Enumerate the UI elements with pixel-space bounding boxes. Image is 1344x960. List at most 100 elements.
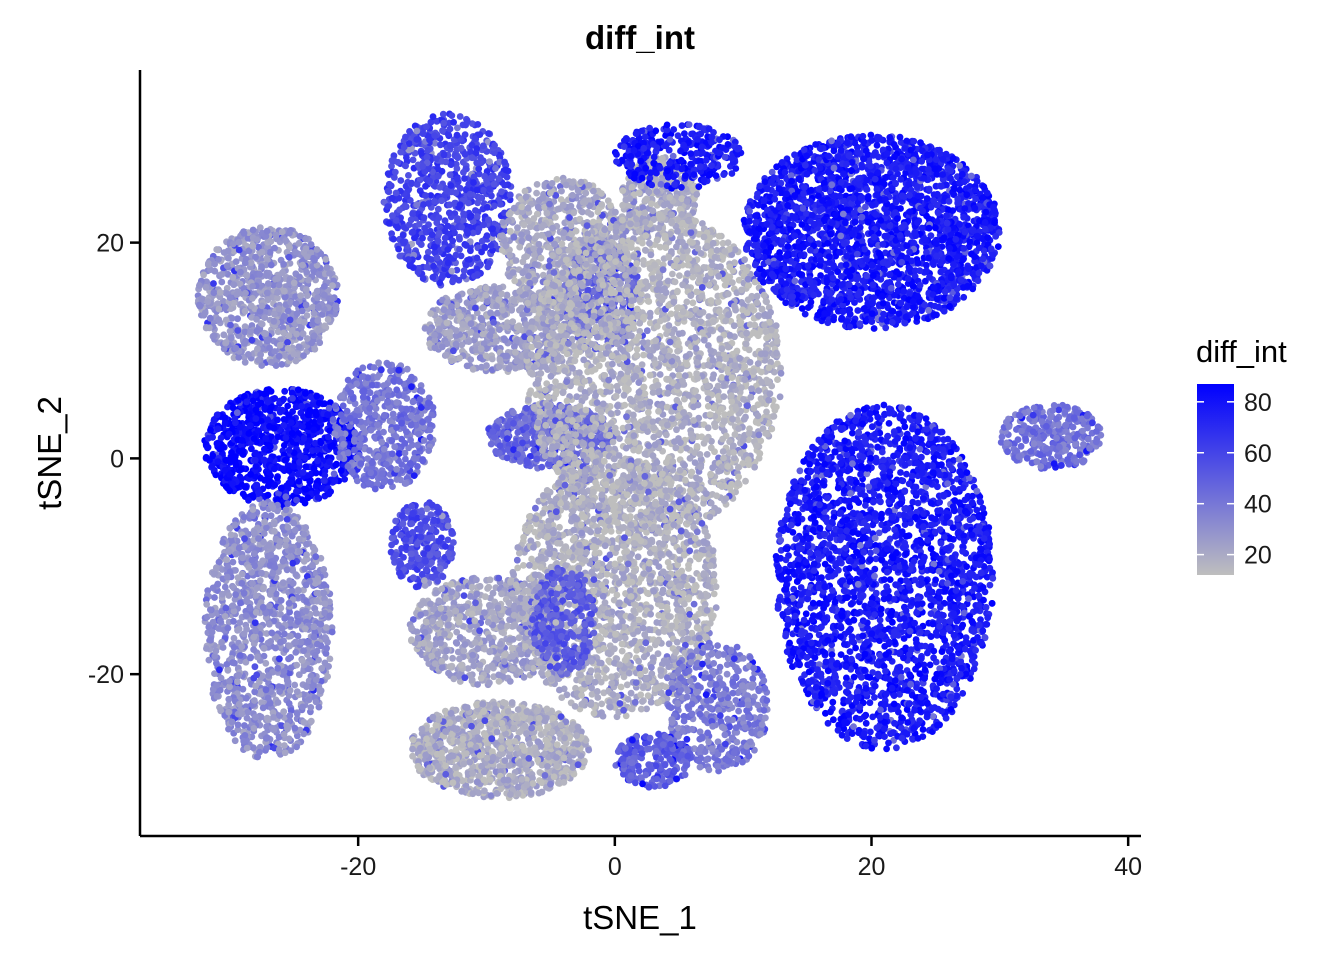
- data-point: [275, 352, 283, 360]
- data-point: [314, 494, 322, 501]
- data-point: [448, 112, 456, 119]
- data-point: [321, 282, 328, 290]
- data-point: [426, 326, 434, 333]
- data-point: [490, 180, 498, 188]
- data-point: [419, 234, 426, 242]
- data-point: [232, 258, 240, 265]
- data-point: [264, 280, 272, 287]
- data-point: [265, 336, 273, 344]
- data-point: [380, 445, 388, 453]
- data-point: [549, 252, 556, 259]
- data-point: [352, 417, 360, 425]
- data-point: [270, 424, 278, 432]
- data-point: [310, 426, 318, 434]
- data-point: [537, 254, 545, 262]
- data-point: [276, 408, 284, 416]
- data-point: [245, 430, 253, 437]
- data-point: [357, 460, 365, 467]
- data-point: [434, 172, 442, 180]
- data-point: [446, 171, 454, 179]
- data-point: [435, 214, 443, 222]
- data-point: [275, 281, 283, 289]
- data-point: [475, 165, 483, 173]
- data-point: [315, 271, 323, 278]
- data-point: [278, 361, 286, 368]
- data-point: [590, 187, 597, 195]
- data-point: [385, 220, 393, 227]
- data-point: [304, 494, 312, 502]
- data-point: [254, 427, 262, 434]
- data-point: [228, 314, 236, 322]
- data-point: [490, 202, 498, 210]
- data-point: [384, 392, 392, 400]
- data-point: [543, 209, 551, 217]
- data-point: [264, 296, 272, 304]
- data-point: [299, 468, 307, 476]
- data-point: [558, 187, 565, 195]
- data-point: [228, 449, 235, 457]
- data-point: [619, 187, 627, 195]
- data-point: [440, 151, 448, 159]
- data-point: [368, 381, 376, 389]
- data-point: [484, 216, 492, 224]
- data-point: [540, 221, 547, 229]
- data-point: [247, 259, 255, 267]
- data-point: [482, 291, 490, 299]
- data-point: [314, 303, 322, 311]
- data-point: [201, 309, 209, 317]
- data-point: [423, 123, 430, 131]
- data-point: [351, 429, 359, 437]
- data-point: [506, 251, 514, 259]
- data-point: [266, 407, 274, 415]
- data-point: [637, 182, 645, 190]
- data-point: [418, 149, 425, 157]
- data-point: [282, 434, 290, 442]
- data-point: [208, 462, 216, 470]
- data-point: [210, 417, 218, 425]
- data-point: [249, 242, 257, 250]
- data-point: [337, 467, 345, 474]
- data-point: [466, 190, 474, 198]
- data-point: [196, 282, 203, 289]
- data-point: [507, 227, 514, 235]
- data-point: [241, 358, 249, 366]
- data-point: [479, 142, 487, 150]
- data-point: [285, 253, 293, 261]
- data-point: [440, 306, 448, 314]
- data-point: [560, 229, 568, 237]
- data-point: [449, 278, 456, 286]
- data-point: [304, 442, 312, 449]
- data-point: [315, 399, 323, 407]
- data-point: [503, 352, 511, 360]
- data-point: [216, 288, 224, 296]
- data-point: [317, 439, 325, 447]
- data-point: [331, 402, 339, 410]
- data-point: [436, 183, 444, 191]
- data-point: [225, 254, 232, 262]
- data-point: [300, 434, 308, 442]
- data-point: [452, 189, 460, 197]
- data-point: [466, 256, 473, 263]
- data-point: [303, 253, 311, 261]
- data-point: [461, 175, 468, 182]
- data-point: [292, 357, 300, 365]
- data-point: [431, 331, 438, 339]
- data-point: [520, 221, 528, 229]
- data-point: [487, 440, 495, 448]
- data-point: [320, 477, 328, 484]
- data-point: [239, 447, 247, 454]
- cluster-top-left-purple: [380, 110, 515, 289]
- data-point: [516, 287, 524, 295]
- data-point: [683, 198, 691, 205]
- data-point: [226, 471, 234, 478]
- data-point: [385, 180, 393, 188]
- data-point: [263, 227, 271, 235]
- data-point: [358, 373, 366, 380]
- data-point: [647, 200, 655, 208]
- data-point: [397, 177, 405, 184]
- data-point: [429, 273, 437, 281]
- data-point: [253, 236, 261, 244]
- data-point: [453, 175, 461, 183]
- data-point: [530, 245, 538, 253]
- data-point: [303, 335, 311, 342]
